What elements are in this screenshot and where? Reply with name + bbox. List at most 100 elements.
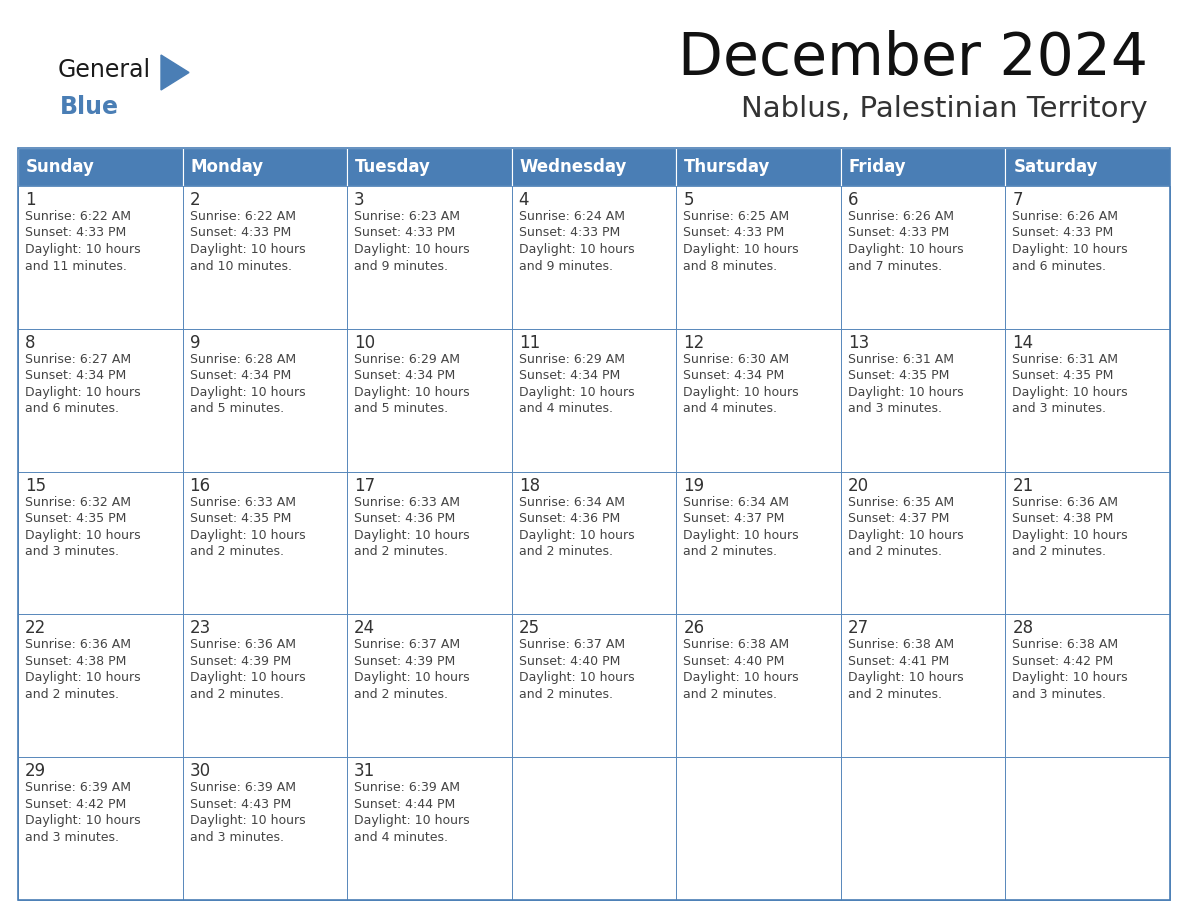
Text: Sunrise: 6:33 AM: Sunrise: 6:33 AM [354, 496, 460, 509]
Text: and 6 minutes.: and 6 minutes. [25, 402, 119, 415]
Text: Wednesday: Wednesday [519, 158, 627, 176]
Text: and 10 minutes.: and 10 minutes. [190, 260, 291, 273]
Text: 2: 2 [190, 191, 201, 209]
Bar [183, 329, 347, 472]
Text: Friday: Friday [849, 158, 906, 176]
Text: 25: 25 [519, 620, 539, 637]
Text: Sunrise: 6:36 AM: Sunrise: 6:36 AM [25, 638, 131, 652]
Text: and 3 minutes.: and 3 minutes. [1012, 688, 1106, 701]
Text: 26: 26 [683, 620, 704, 637]
Text: Sunset: 4:39 PM: Sunset: 4:39 PM [190, 655, 291, 668]
Bar [676, 472, 841, 614]
Text: Sunrise: 6:22 AM: Sunrise: 6:22 AM [25, 210, 131, 223]
Bar [183, 186, 347, 329]
Bar [18, 186, 183, 329]
Bar [18, 148, 183, 186]
Text: 11: 11 [519, 334, 541, 352]
Text: Sunrise: 6:28 AM: Sunrise: 6:28 AM [190, 353, 296, 365]
Text: and 4 minutes.: and 4 minutes. [354, 831, 448, 844]
Bar [1005, 757, 1170, 900]
Text: 31: 31 [354, 762, 375, 780]
Text: Sunset: 4:38 PM: Sunset: 4:38 PM [1012, 512, 1114, 525]
Text: Daylight: 10 hours: Daylight: 10 hours [683, 529, 798, 542]
Bar [512, 614, 676, 757]
Text: and 2 minutes.: and 2 minutes. [190, 545, 284, 558]
Text: and 11 minutes.: and 11 minutes. [25, 260, 127, 273]
Text: Daylight: 10 hours: Daylight: 10 hours [190, 243, 305, 256]
Text: 23: 23 [190, 620, 210, 637]
Text: Sunset: 4:37 PM: Sunset: 4:37 PM [683, 512, 784, 525]
Bar [18, 148, 1170, 900]
Text: and 2 minutes.: and 2 minutes. [683, 545, 777, 558]
Bar [18, 329, 183, 472]
Text: Daylight: 10 hours: Daylight: 10 hours [354, 671, 469, 685]
Text: 27: 27 [848, 620, 868, 637]
Text: Sunset: 4:34 PM: Sunset: 4:34 PM [190, 369, 291, 382]
Bar [841, 614, 1005, 757]
Text: Sunset: 4:36 PM: Sunset: 4:36 PM [354, 512, 455, 525]
Text: Sunrise: 6:36 AM: Sunrise: 6:36 AM [190, 638, 296, 652]
Text: and 2 minutes.: and 2 minutes. [354, 545, 448, 558]
Bar [1005, 614, 1170, 757]
Text: 17: 17 [354, 476, 375, 495]
Text: 13: 13 [848, 334, 870, 352]
Bar [512, 148, 676, 186]
Bar [1005, 472, 1170, 614]
Text: Sunset: 4:42 PM: Sunset: 4:42 PM [1012, 655, 1113, 668]
Text: Daylight: 10 hours: Daylight: 10 hours [354, 386, 469, 398]
Text: 18: 18 [519, 476, 539, 495]
Bar [512, 186, 676, 329]
Text: 8: 8 [25, 334, 36, 352]
Bar [183, 757, 347, 900]
Text: Daylight: 10 hours: Daylight: 10 hours [683, 386, 798, 398]
Text: 28: 28 [1012, 620, 1034, 637]
Text: 19: 19 [683, 476, 704, 495]
Text: Sunrise: 6:25 AM: Sunrise: 6:25 AM [683, 210, 789, 223]
Text: 15: 15 [25, 476, 46, 495]
Text: 24: 24 [354, 620, 375, 637]
Polygon shape [162, 55, 189, 90]
Text: Sunrise: 6:26 AM: Sunrise: 6:26 AM [1012, 210, 1118, 223]
Text: and 3 minutes.: and 3 minutes. [25, 831, 119, 844]
Text: Sunrise: 6:29 AM: Sunrise: 6:29 AM [354, 353, 460, 365]
Bar [841, 148, 1005, 186]
Text: Sunset: 4:44 PM: Sunset: 4:44 PM [354, 798, 455, 811]
Text: and 3 minutes.: and 3 minutes. [25, 545, 119, 558]
Text: Sunrise: 6:23 AM: Sunrise: 6:23 AM [354, 210, 460, 223]
Text: Daylight: 10 hours: Daylight: 10 hours [848, 386, 963, 398]
Text: Sunrise: 6:32 AM: Sunrise: 6:32 AM [25, 496, 131, 509]
Text: and 5 minutes.: and 5 minutes. [354, 402, 448, 415]
Text: Daylight: 10 hours: Daylight: 10 hours [354, 814, 469, 827]
Text: and 3 minutes.: and 3 minutes. [848, 402, 942, 415]
Text: and 2 minutes.: and 2 minutes. [190, 688, 284, 701]
Text: Daylight: 10 hours: Daylight: 10 hours [1012, 243, 1129, 256]
Text: and 6 minutes.: and 6 minutes. [1012, 260, 1106, 273]
Text: 30: 30 [190, 762, 210, 780]
Text: Sunset: 4:33 PM: Sunset: 4:33 PM [25, 227, 126, 240]
Bar [841, 186, 1005, 329]
Text: and 7 minutes.: and 7 minutes. [848, 260, 942, 273]
Text: Sunrise: 6:39 AM: Sunrise: 6:39 AM [354, 781, 460, 794]
Text: 3: 3 [354, 191, 365, 209]
Text: Sunset: 4:35 PM: Sunset: 4:35 PM [25, 512, 126, 525]
Text: Sunrise: 6:22 AM: Sunrise: 6:22 AM [190, 210, 296, 223]
Bar [347, 757, 512, 900]
Text: and 3 minutes.: and 3 minutes. [190, 831, 284, 844]
Text: 20: 20 [848, 476, 868, 495]
Bar [841, 329, 1005, 472]
Text: and 2 minutes.: and 2 minutes. [848, 688, 942, 701]
Bar [183, 614, 347, 757]
Text: Sunrise: 6:31 AM: Sunrise: 6:31 AM [848, 353, 954, 365]
Text: Sunset: 4:35 PM: Sunset: 4:35 PM [1012, 369, 1114, 382]
Text: Sunrise: 6:31 AM: Sunrise: 6:31 AM [1012, 353, 1118, 365]
Text: Daylight: 10 hours: Daylight: 10 hours [519, 243, 634, 256]
Bar [347, 148, 512, 186]
Text: Sunset: 4:41 PM: Sunset: 4:41 PM [848, 655, 949, 668]
Text: Daylight: 10 hours: Daylight: 10 hours [354, 243, 469, 256]
Text: 6: 6 [848, 191, 859, 209]
Text: 12: 12 [683, 334, 704, 352]
Text: Sunrise: 6:27 AM: Sunrise: 6:27 AM [25, 353, 131, 365]
Text: Sunset: 4:33 PM: Sunset: 4:33 PM [354, 227, 455, 240]
Text: 29: 29 [25, 762, 46, 780]
Text: Sunset: 4:33 PM: Sunset: 4:33 PM [683, 227, 784, 240]
